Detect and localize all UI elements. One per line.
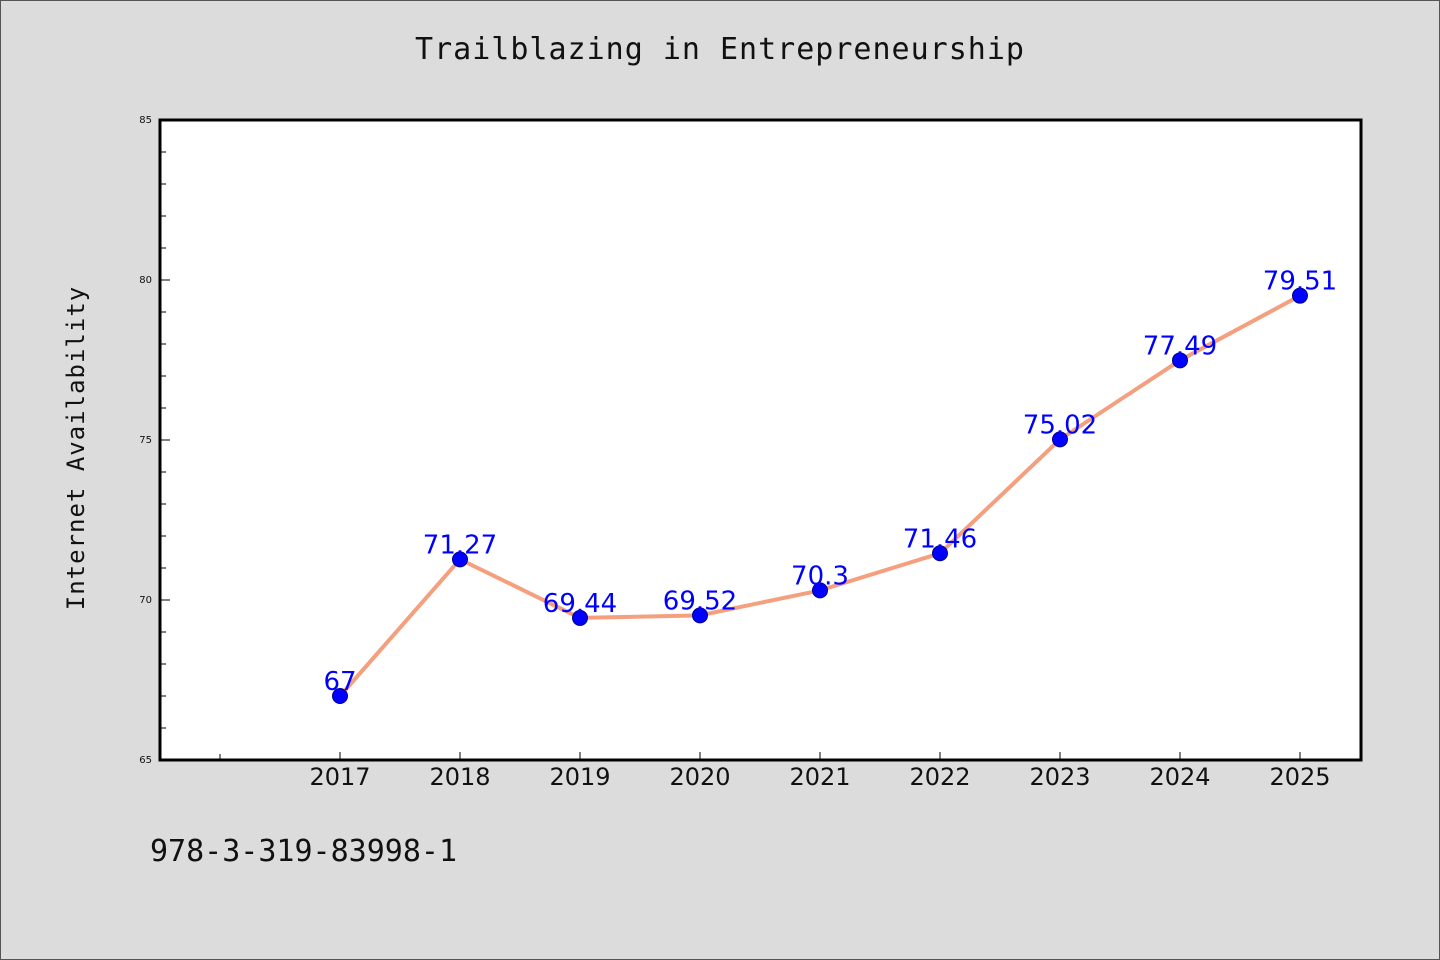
data-label: 67 [323, 667, 356, 697]
x-tick-label: 2024 [1149, 763, 1210, 791]
y-tick-label: 75 [139, 435, 152, 446]
y-tick-label: 70 [139, 595, 152, 606]
x-tick-label: 2022 [909, 763, 970, 791]
data-point [1292, 287, 1308, 304]
chart-title: Trailblazing in Entrepreneurship [415, 32, 1025, 67]
data-label: 69.44 [543, 589, 617, 619]
x-tick-label: 2025 [1269, 763, 1330, 791]
x-tick-label: 2023 [1029, 763, 1090, 791]
data-point [452, 551, 468, 568]
x-tick-label: 2020 [669, 763, 730, 791]
plot-area [160, 120, 1361, 760]
data-point [1052, 431, 1068, 448]
data-labels: 67 71.27 69.44 69.52 70.3 71.46 75.02 77.49 79.5… [323, 267, 1337, 697]
data-label: 75.02 [1023, 410, 1097, 440]
data-label: 79.51 [1263, 267, 1337, 297]
data-point [692, 607, 708, 624]
y-tick-label: 65 [139, 755, 152, 766]
x-tick-label: 2017 [309, 763, 370, 791]
x-axis: 2017 2018 2019 2020 2021 2022 2023 2024 2025 [219, 752, 1331, 791]
footer-isbn: 978-3-319-83998-1 [150, 834, 458, 869]
y-tick-label: 80 [139, 275, 152, 286]
data-label: 71.27 [423, 530, 497, 560]
data-point [932, 545, 948, 562]
y-tick-label: 85 [139, 115, 152, 126]
data-point [332, 688, 348, 704]
plot-border [158, 118, 1363, 762]
data-label: 69.52 [663, 586, 737, 616]
data-point [1172, 352, 1188, 369]
series-markers [332, 287, 1308, 704]
data-label: 77.49 [1143, 331, 1217, 361]
x-tick-label: 2021 [789, 763, 850, 791]
data-point [812, 582, 828, 599]
x-tick-label: 2019 [549, 763, 610, 791]
x-tick-label: 2018 [429, 763, 490, 791]
data-label: 70.3 [791, 561, 849, 591]
data-point [572, 609, 588, 626]
data-label: 71.46 [903, 524, 977, 554]
